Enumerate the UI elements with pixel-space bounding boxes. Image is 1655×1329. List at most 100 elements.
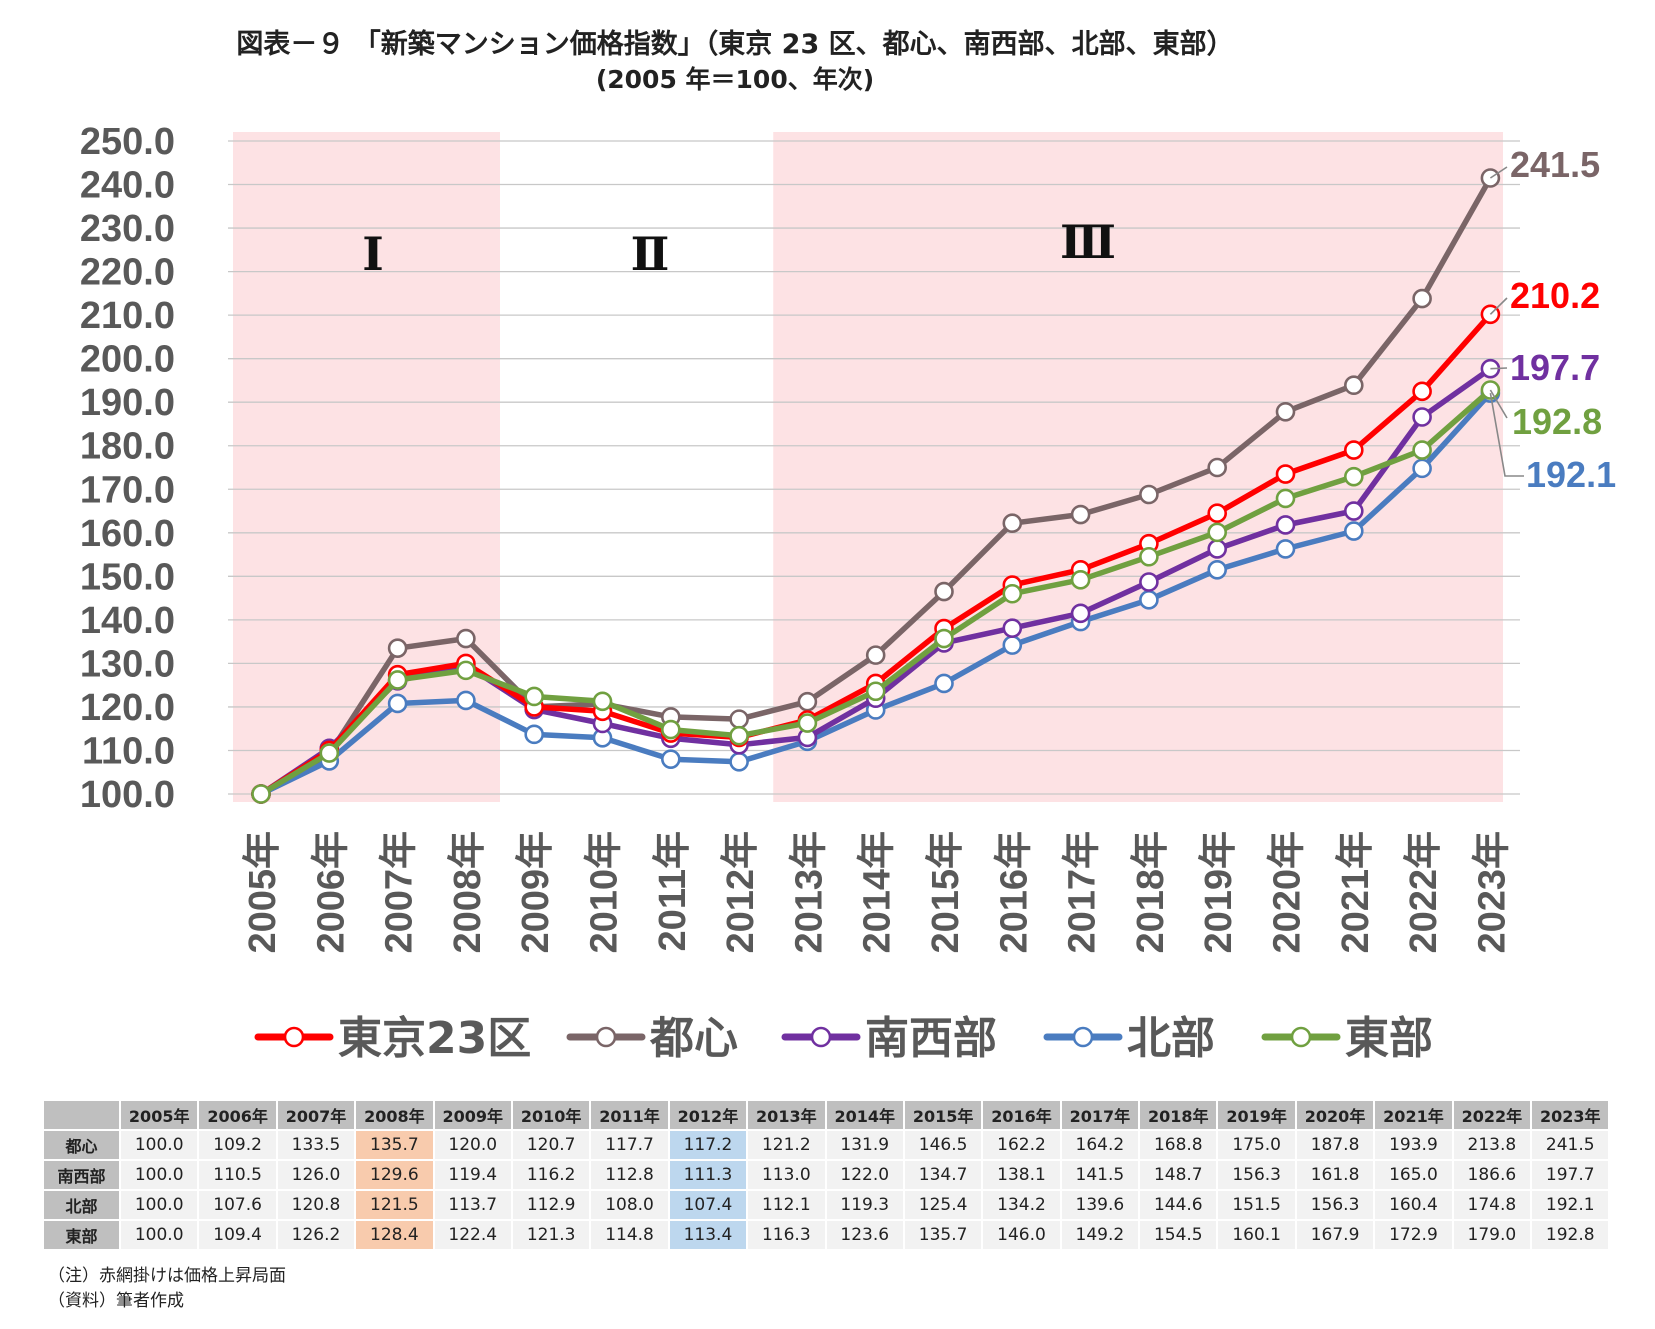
data-point (1002, 513, 1023, 534)
table-cell: 112.9 (511, 1190, 592, 1221)
table-cell: 186.6 (1452, 1160, 1533, 1191)
leader-line (1489, 297, 1508, 315)
data-point (865, 681, 886, 702)
y-tick-label: 240.0 (80, 165, 175, 207)
table-cell: 117.2 (668, 1130, 749, 1161)
data-point (1412, 458, 1432, 479)
x-tick-label: 2011年 (652, 831, 694, 951)
leader-line (1489, 392, 1524, 477)
table-cell: 187.8 (1295, 1130, 1376, 1161)
data-point (1207, 539, 1227, 559)
data-point (934, 673, 954, 694)
table-cell: 156.3 (1217, 1160, 1297, 1191)
data-point (934, 628, 954, 649)
x-tick-label: 2022年 (1403, 831, 1445, 954)
x-tick-label: 2007年 (379, 831, 421, 954)
table-cell: 197.7 (1531, 1160, 1611, 1191)
table-column-header: 2006年 (198, 1101, 278, 1131)
leader-line (1489, 389, 1508, 419)
table-cell: 144.6 (1139, 1190, 1219, 1221)
table-cell: 100.0 (120, 1160, 200, 1191)
table-column-header: 2023年 (1531, 1101, 1611, 1131)
table-cell: 164.2 (1060, 1130, 1141, 1161)
table-cell: 134.2 (982, 1190, 1062, 1221)
table-cell: 135.7 (903, 1220, 984, 1251)
end-label-23: 210.2 (1510, 275, 1600, 316)
table-cell: 121.2 (747, 1130, 827, 1161)
data-point (1344, 466, 1364, 487)
table-cell: 174.8 (1452, 1190, 1533, 1221)
table-cell: 134.7 (903, 1160, 984, 1191)
data-point (524, 724, 545, 745)
legend-item-都心: 都心 (566, 1013, 738, 1064)
legend-label: 東京23区 (338, 1013, 531, 1064)
table-corner (44, 1101, 121, 1131)
table-cell: 179.0 (1452, 1220, 1533, 1251)
table-cell: 172.9 (1374, 1220, 1454, 1251)
data-point (1139, 484, 1159, 505)
table-row: 北部 100.0 107.6 120.8 121.5 113.7 112.9 108.0 107… (44, 1190, 1611, 1221)
x-tick-label: 2023年 (1471, 831, 1513, 954)
legend-label: 東部 (1345, 1013, 1433, 1064)
data-point (1139, 546, 1159, 567)
data-point (1480, 168, 1501, 188)
table-cell: 135.7 (355, 1130, 435, 1161)
y-tick-label: 130.0 (80, 643, 175, 685)
table-cell: 107.4 (668, 1190, 749, 1221)
data-point (1275, 515, 1296, 535)
legend-label: 北部 (1127, 1013, 1215, 1064)
y-tick-label: 100.0 (80, 774, 175, 816)
x-tick-label: 2016年 (993, 831, 1035, 954)
x-tick-label: 2018年 (1130, 831, 1172, 954)
series-lines (251, 168, 1501, 804)
data-point (797, 713, 818, 733)
y-tick-label: 180.0 (80, 426, 175, 468)
data-point (660, 749, 681, 769)
data-point (729, 709, 749, 729)
data-point (1344, 440, 1364, 460)
data-point (319, 743, 340, 763)
table-cell: 120.0 (433, 1130, 513, 1161)
table-cell: 146.0 (982, 1220, 1062, 1251)
leader-line (1490, 367, 1508, 370)
legend-marker (283, 1026, 305, 1048)
table-cell: 141.5 (1060, 1160, 1141, 1191)
table-header-row: 2005年 2006年 2007年 2008年 2009年 2010年 2011年 2012年… (44, 1101, 1611, 1131)
legend-label: 南西部 (865, 1013, 997, 1064)
data-point (1275, 488, 1296, 509)
table-cell: 128.4 (355, 1220, 435, 1251)
chart-title: 図表－９ 「新築マンション価格指数」（東京 23 区、都心、南西部、北部、東部） (236, 29, 1234, 60)
y-tick-labels: 100.0110.0120.0130.0140.0150.0160.0170.0… (80, 121, 175, 816)
table-cell: 160.4 (1374, 1190, 1454, 1221)
table-cell: 112.8 (590, 1160, 670, 1191)
end-label-南西部: 197.7 (1510, 347, 1600, 388)
y-tick-label: 220.0 (80, 252, 175, 294)
table-cell: 112.1 (747, 1190, 827, 1221)
x-tick-label: 2010年 (584, 831, 626, 954)
table-column-header: 2010年 (511, 1101, 592, 1131)
table-cell: 122.4 (433, 1220, 513, 1251)
data-point (387, 693, 408, 714)
data-point (592, 691, 613, 712)
phase-band-1 (233, 132, 501, 802)
table-cell: 121.5 (355, 1190, 435, 1221)
table-cell: 110.5 (198, 1160, 278, 1191)
table-cell: 113.7 (433, 1190, 513, 1221)
table-cell: 154.5 (1139, 1220, 1219, 1251)
table-cell: 161.8 (1295, 1160, 1376, 1191)
table-row: 南西部 100.0 110.5 126.0 129.6 119.4 116.2 112.8 11… (44, 1160, 1611, 1191)
table-cell: 100.0 (120, 1130, 200, 1161)
table-cell: 111.3 (668, 1160, 749, 1191)
table-cell: 125.4 (903, 1190, 984, 1221)
table-row-header: 東部 (44, 1220, 121, 1251)
table-cell: 146.5 (903, 1130, 984, 1161)
data-point (1344, 521, 1364, 541)
data-point (251, 784, 271, 804)
data-point (1002, 635, 1023, 655)
data-point (797, 691, 818, 712)
leader-line (1489, 166, 1508, 179)
legend-label: 都心 (649, 1013, 738, 1064)
footnote-source: （資料）筆者作成 (48, 1291, 184, 1311)
table-cell: 149.2 (1060, 1220, 1141, 1251)
